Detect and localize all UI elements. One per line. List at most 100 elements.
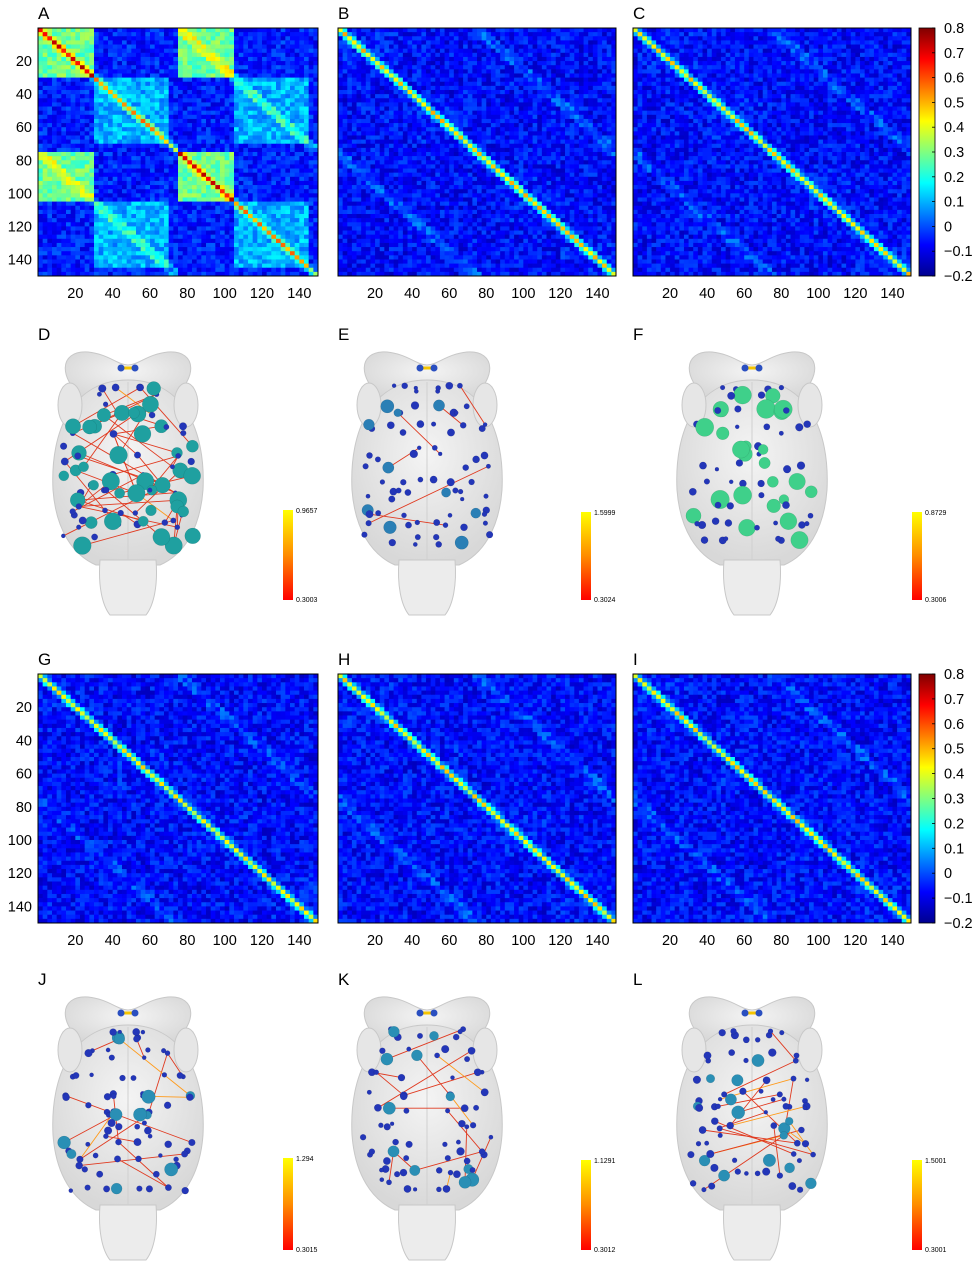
- heatmap-cell: [164, 32, 169, 36]
- heatmap-cell: [299, 111, 304, 115]
- heatmap-cell: [136, 127, 141, 131]
- heatmap-cell: [295, 45, 300, 49]
- heatmap-cell: [66, 57, 71, 61]
- heatmap-cell: [127, 115, 132, 119]
- heatmap-cell: [103, 127, 108, 131]
- heatmap-cell: [75, 90, 80, 94]
- heatmap-cell: [136, 78, 141, 82]
- heatmap-cell: [57, 36, 62, 40]
- heatmap-cell: [85, 49, 90, 53]
- heatmap-cell: [150, 45, 155, 49]
- heatmap-cell: [206, 65, 211, 69]
- heatmap-cell: [173, 53, 178, 57]
- heatmap-cell: [201, 94, 206, 98]
- heatmap-cell: [52, 61, 57, 65]
- heatmap-cell: [85, 78, 90, 82]
- heatmap-cell: [108, 69, 113, 73]
- heatmap-cell: [99, 69, 104, 73]
- heatmap-cell: [178, 28, 183, 32]
- heatmap-cell: [43, 78, 48, 82]
- heatmap-cell: [271, 28, 276, 32]
- heatmap-cell: [71, 102, 76, 106]
- heatmap-cell: [243, 61, 248, 65]
- heatmap-cell: [187, 61, 192, 65]
- heatmap-cell: [197, 28, 202, 32]
- heatmap-cell: [127, 94, 132, 98]
- heatmap-cell: [239, 32, 244, 36]
- heatmap-cell: [131, 40, 136, 44]
- heatmap-cell: [281, 53, 286, 57]
- heatmap-cell: [103, 119, 108, 123]
- heatmap-cell: [159, 57, 164, 61]
- heatmap-cell: [281, 65, 286, 69]
- heatmap-cell: [178, 78, 183, 82]
- heatmap-cell: [234, 36, 239, 40]
- heatmap-cell: [108, 90, 113, 94]
- heatmap-cell: [276, 28, 281, 32]
- heatmap-cell: [201, 45, 206, 49]
- heatmap-cell: [234, 45, 239, 49]
- heatmap-cell: [131, 69, 136, 73]
- heatmap-cell: [94, 69, 99, 73]
- heatmap-cell: [122, 45, 127, 49]
- heatmap-cell: [192, 53, 197, 57]
- heatmap-cell: [141, 82, 146, 86]
- heatmap-cell: [117, 28, 122, 32]
- heatmap-cell: [234, 57, 239, 61]
- heatmap-cell: [99, 119, 104, 123]
- heatmap-cell: [89, 36, 94, 40]
- heatmap-cell: [117, 111, 122, 115]
- heatmap-cell: [75, 94, 80, 98]
- heatmap-cell: [206, 69, 211, 73]
- heatmap-cell: [281, 94, 286, 98]
- heatmap-cell: [89, 86, 94, 90]
- heatmap-cell: [169, 98, 174, 102]
- heatmap-cell: [47, 32, 52, 36]
- heatmap-cell: [131, 61, 136, 65]
- heatmap-cell: [206, 57, 211, 61]
- heatmap-cell: [299, 78, 304, 82]
- heatmap-cell: [117, 57, 122, 61]
- heatmap-cell: [52, 107, 57, 111]
- heatmap-cell: [169, 119, 174, 123]
- heatmap-cell: [122, 98, 127, 102]
- heatmap-cell: [113, 107, 118, 111]
- heatmap-cell: [155, 102, 160, 106]
- heatmap-cell: [215, 82, 220, 86]
- heatmap-cell: [234, 69, 239, 73]
- heatmap-cell: [127, 78, 132, 82]
- heatmap-cell: [257, 69, 262, 73]
- heatmap-cell: [75, 73, 80, 77]
- heatmap-cell: [122, 111, 127, 115]
- heatmap-cell: [61, 102, 66, 106]
- heatmap-cell: [215, 115, 220, 119]
- heatmap-cell: [145, 40, 150, 44]
- heatmap-cell: [290, 86, 295, 90]
- heatmap-cell: [43, 90, 48, 94]
- heatmap-cell: [295, 57, 300, 61]
- heatmap-cell: [309, 36, 314, 40]
- heatmap-cell: [257, 61, 262, 65]
- heatmap-cell: [71, 107, 76, 111]
- heatmap-cell: [113, 69, 118, 73]
- heatmap-cell: [47, 127, 52, 131]
- heatmap-cell: [220, 98, 225, 102]
- heatmap-cell: [66, 107, 71, 111]
- heatmap-cell: [99, 127, 104, 131]
- heatmap-cell: [131, 127, 136, 131]
- heatmap-cell: [173, 123, 178, 127]
- heatmap-cell: [197, 90, 202, 94]
- heatmap-cell: [276, 102, 281, 106]
- heatmap-cell: [136, 73, 141, 77]
- heatmap-cell: [243, 53, 248, 57]
- heatmap-cell: [262, 40, 267, 44]
- heatmap-cell: [155, 94, 160, 98]
- heatmap-cell: [159, 61, 164, 65]
- heatmap-cell: [159, 94, 164, 98]
- heatmap-cell: [75, 57, 80, 61]
- heatmap-cell: [85, 90, 90, 94]
- heatmap-cell: [239, 53, 244, 57]
- heatmap-cell: [267, 123, 272, 127]
- heatmap-cell: [248, 36, 253, 40]
- heatmap-cell: [215, 65, 220, 69]
